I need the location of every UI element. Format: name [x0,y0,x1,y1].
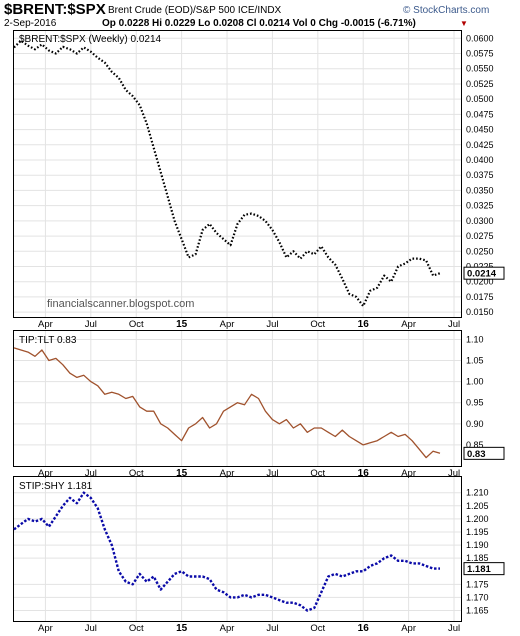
stip-series-line [13,491,440,612]
stip-tick-label: 1.175 [466,579,489,589]
tip-year-label: 16 [358,468,370,479]
stip-tick-label: 1.210 [466,488,489,498]
stip-month-label: Jul [266,623,278,634]
main-month-label: Apr [38,319,53,330]
main-panel [13,30,462,318]
main-tick-label: 0.0300 [466,216,494,226]
stip-tick-label: 1.195 [466,527,489,537]
main-last-value-label: 0.0214 [467,269,497,280]
tip-tick-label: 0.95 [466,398,484,408]
tick-labels: 0.0600 0.0575 0.0550 0.0525 0.0500 0.0475 0.04… [466,33,494,615]
stip-tick-label: 1.185 [466,553,489,563]
main-month-label: Oct [129,319,144,330]
stip-month-label: Apr [220,623,235,634]
tip-tick-label: 0.90 [466,419,484,429]
main-month-label: Apr [401,319,416,330]
watermark: financialscanner.blogspot.com [47,298,194,310]
quote-readout: Op 0.0228 Hi 0.0229 Lo 0.0208 Cl 0.0214 … [102,18,416,29]
gridlines [14,31,461,621]
stip-month-label: Apr [401,623,416,634]
date-label: 2-Sep-2016 [4,18,57,29]
main-tick-label: 0.0550 [466,64,494,74]
stip-tick-label: 1.200 [466,514,489,524]
stip-tick-label: 1.190 [466,540,489,550]
main-month-label: Jul [448,319,460,330]
main-tick-label: 0.0600 [466,33,494,43]
tip-legend: TIP:TLT 0.83 [19,335,77,346]
main-tick-label: 0.0375 [466,170,494,180]
main-tick-label: 0.0275 [466,231,494,241]
tip-month-label: Oct [310,468,325,479]
main-last-value-badge [463,266,505,280]
stip-month-label: Apr [38,623,53,634]
tip-year-label: 15 [176,468,188,479]
main-tick-label: 0.0500 [466,94,494,104]
stip-month-label: Oct [129,623,144,634]
main-tick-label: 0.0250 [466,246,494,256]
main-month-label: Jul [266,319,278,330]
stip-year-label: 16 [358,623,370,634]
x-axis-labels: Apr Jul Oct Apr Jul Oct Apr Jul 15 16 Apr Jul Oct Apr… [38,319,460,634]
main-tick-label: 0.0175 [466,292,494,302]
tip-month-label: Apr [38,468,53,479]
tip-month-label: Apr [401,468,416,479]
stip-tick-label: 1.170 [466,592,489,602]
tip-tick-label: 1.10 [466,334,484,344]
stip-legend: STIP:SHY 1.181 [19,481,93,492]
main-tick-label: 0.0575 [466,49,494,59]
series-lines [13,39,441,612]
main-tick-label: 0.0450 [466,125,494,135]
symbol-description: Brent Crude (EOD)/S&P 500 ICE/INDX [108,5,282,16]
symbol-title: $BRENT:$SPX [4,1,106,18]
tip-panel [13,330,462,467]
tip-tick-label: 1.00 [466,377,484,387]
tip-tick-label: 0.85 [466,440,484,450]
brand-label: © StockCharts.com [403,5,489,16]
tip-month-label: Jul [266,468,278,479]
stip-last-value-label: 1.181 [467,564,491,575]
tip-month-label: Apr [220,468,235,479]
main-tick-label: 0.0400 [466,155,494,165]
stip-year-label: 15 [176,623,188,634]
main-month-label: Oct [310,319,325,330]
stip-panel [13,476,462,622]
stip-tick-label: 1.165 [466,606,489,616]
main-series-line [13,39,441,308]
stip-month-label: Jul [85,623,97,634]
tip-month-label: Jul [448,468,460,479]
tip-month-label: Oct [129,468,144,479]
main-tick-label: 0.0525 [466,79,494,89]
stip-last-value-badge [463,562,505,576]
tip-month-label: Jul [85,468,97,479]
main-tick-label: 0.0325 [466,201,494,211]
main-month-label: Jul [85,319,97,330]
main-tick-label: 0.0150 [466,307,494,317]
main-year-label: 15 [176,319,188,330]
tip-tick-label: 1.05 [466,356,484,366]
main-tick-label: 0.0425 [466,140,494,150]
main-tick-label: 0.0225 [466,261,494,271]
stip-tick-label: 1.205 [466,501,489,511]
tip-last-value-label: 0.83 [467,449,486,460]
main-tick-label: 0.0350 [466,185,494,195]
last-value-badges: 0.0214 0.83 1.181 [463,266,505,576]
down-marker-icon: ▼ [460,19,468,28]
main-year-label: 16 [358,319,370,330]
main-month-label: Apr [220,319,235,330]
tip-last-value-badge [463,446,505,460]
stip-month-label: Jul [448,623,460,634]
main-tick-label: 0.0475 [466,109,494,119]
tip-series-line [13,347,441,459]
stip-month-label: Oct [310,623,325,634]
main-tick-label: 0.0200 [466,277,494,287]
main-legend: $BRENT:$SPX (Weekly) 0.0214 [19,34,162,45]
